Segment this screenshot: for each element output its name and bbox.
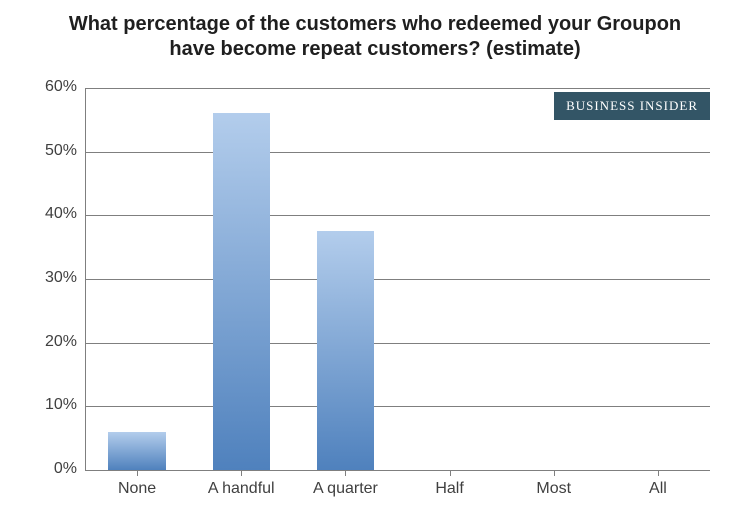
bar xyxy=(213,113,270,470)
ytick-label: 60% xyxy=(17,78,77,96)
gridline xyxy=(85,343,710,344)
xtick-label: A quarter xyxy=(293,480,397,498)
xtick-mark xyxy=(241,470,242,476)
chart-canvas: What percentage of the customers who red… xyxy=(0,0,750,528)
y-axis xyxy=(85,88,86,470)
xtick-mark xyxy=(554,470,555,476)
gridline xyxy=(85,279,710,280)
ytick-label: 0% xyxy=(17,460,77,478)
ytick-label: 40% xyxy=(17,205,77,223)
gridline xyxy=(85,215,710,216)
xtick-label: Most xyxy=(502,480,606,498)
gridline xyxy=(85,152,710,153)
ytick-label: 10% xyxy=(17,396,77,414)
plot-area: 0%10%20%30%40%50%60%NoneA handfulA quart… xyxy=(85,88,710,470)
x-axis xyxy=(85,470,710,471)
gridline xyxy=(85,88,710,89)
xtick-label: None xyxy=(85,480,189,498)
source-badge: BUSINESS INSIDER xyxy=(554,92,710,120)
chart-title: What percentage of the customers who red… xyxy=(0,12,750,62)
bar xyxy=(108,432,165,470)
xtick-label: A handful xyxy=(189,480,293,498)
ytick-label: 20% xyxy=(17,333,77,351)
xtick-mark xyxy=(658,470,659,476)
ytick-label: 50% xyxy=(17,142,77,160)
xtick-label: All xyxy=(606,480,710,498)
xtick-mark xyxy=(345,470,346,476)
bar xyxy=(317,231,374,470)
xtick-mark xyxy=(450,470,451,476)
gridline xyxy=(85,406,710,407)
ytick-label: 30% xyxy=(17,269,77,287)
xtick-mark xyxy=(137,470,138,476)
xtick-label: Half xyxy=(398,480,502,498)
